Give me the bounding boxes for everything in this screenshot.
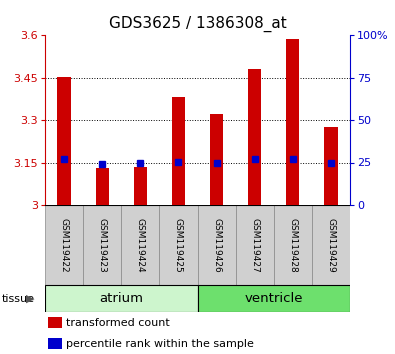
Bar [45, 285, 198, 312]
Text: GSM119426: GSM119426 [212, 218, 221, 272]
Text: percentile rank within the sample: percentile rank within the sample [66, 339, 254, 349]
Bar [83, 205, 121, 285]
Text: GSM119428: GSM119428 [288, 218, 297, 272]
Text: GSM119422: GSM119422 [60, 218, 69, 272]
Bar [57, 78, 71, 205]
Bar [134, 167, 147, 205]
Bar [324, 127, 338, 205]
Text: atrium: atrium [99, 292, 143, 305]
Text: GSM119423: GSM119423 [98, 218, 107, 272]
Bar [312, 205, 350, 285]
Bar [45, 205, 83, 285]
Bar [274, 205, 312, 285]
Text: ventricle: ventricle [245, 292, 303, 305]
Bar [198, 285, 350, 312]
Bar [172, 97, 185, 205]
Bar [286, 39, 299, 205]
Bar [96, 168, 109, 205]
Bar [48, 338, 62, 349]
Bar [121, 205, 159, 285]
Bar [210, 114, 223, 205]
Text: GSM119429: GSM119429 [326, 218, 335, 272]
Text: GSM119424: GSM119424 [136, 218, 145, 272]
Text: GSM119425: GSM119425 [174, 218, 183, 272]
Bar [48, 318, 62, 328]
Text: ▶: ▶ [26, 293, 34, 303]
Title: GDS3625 / 1386308_at: GDS3625 / 1386308_at [109, 16, 286, 32]
Text: tissue: tissue [2, 293, 35, 303]
Text: transformed count: transformed count [66, 318, 170, 328]
Bar [159, 205, 198, 285]
Bar [248, 69, 261, 205]
Bar [236, 205, 274, 285]
Bar [198, 205, 236, 285]
Text: GSM119427: GSM119427 [250, 218, 259, 272]
